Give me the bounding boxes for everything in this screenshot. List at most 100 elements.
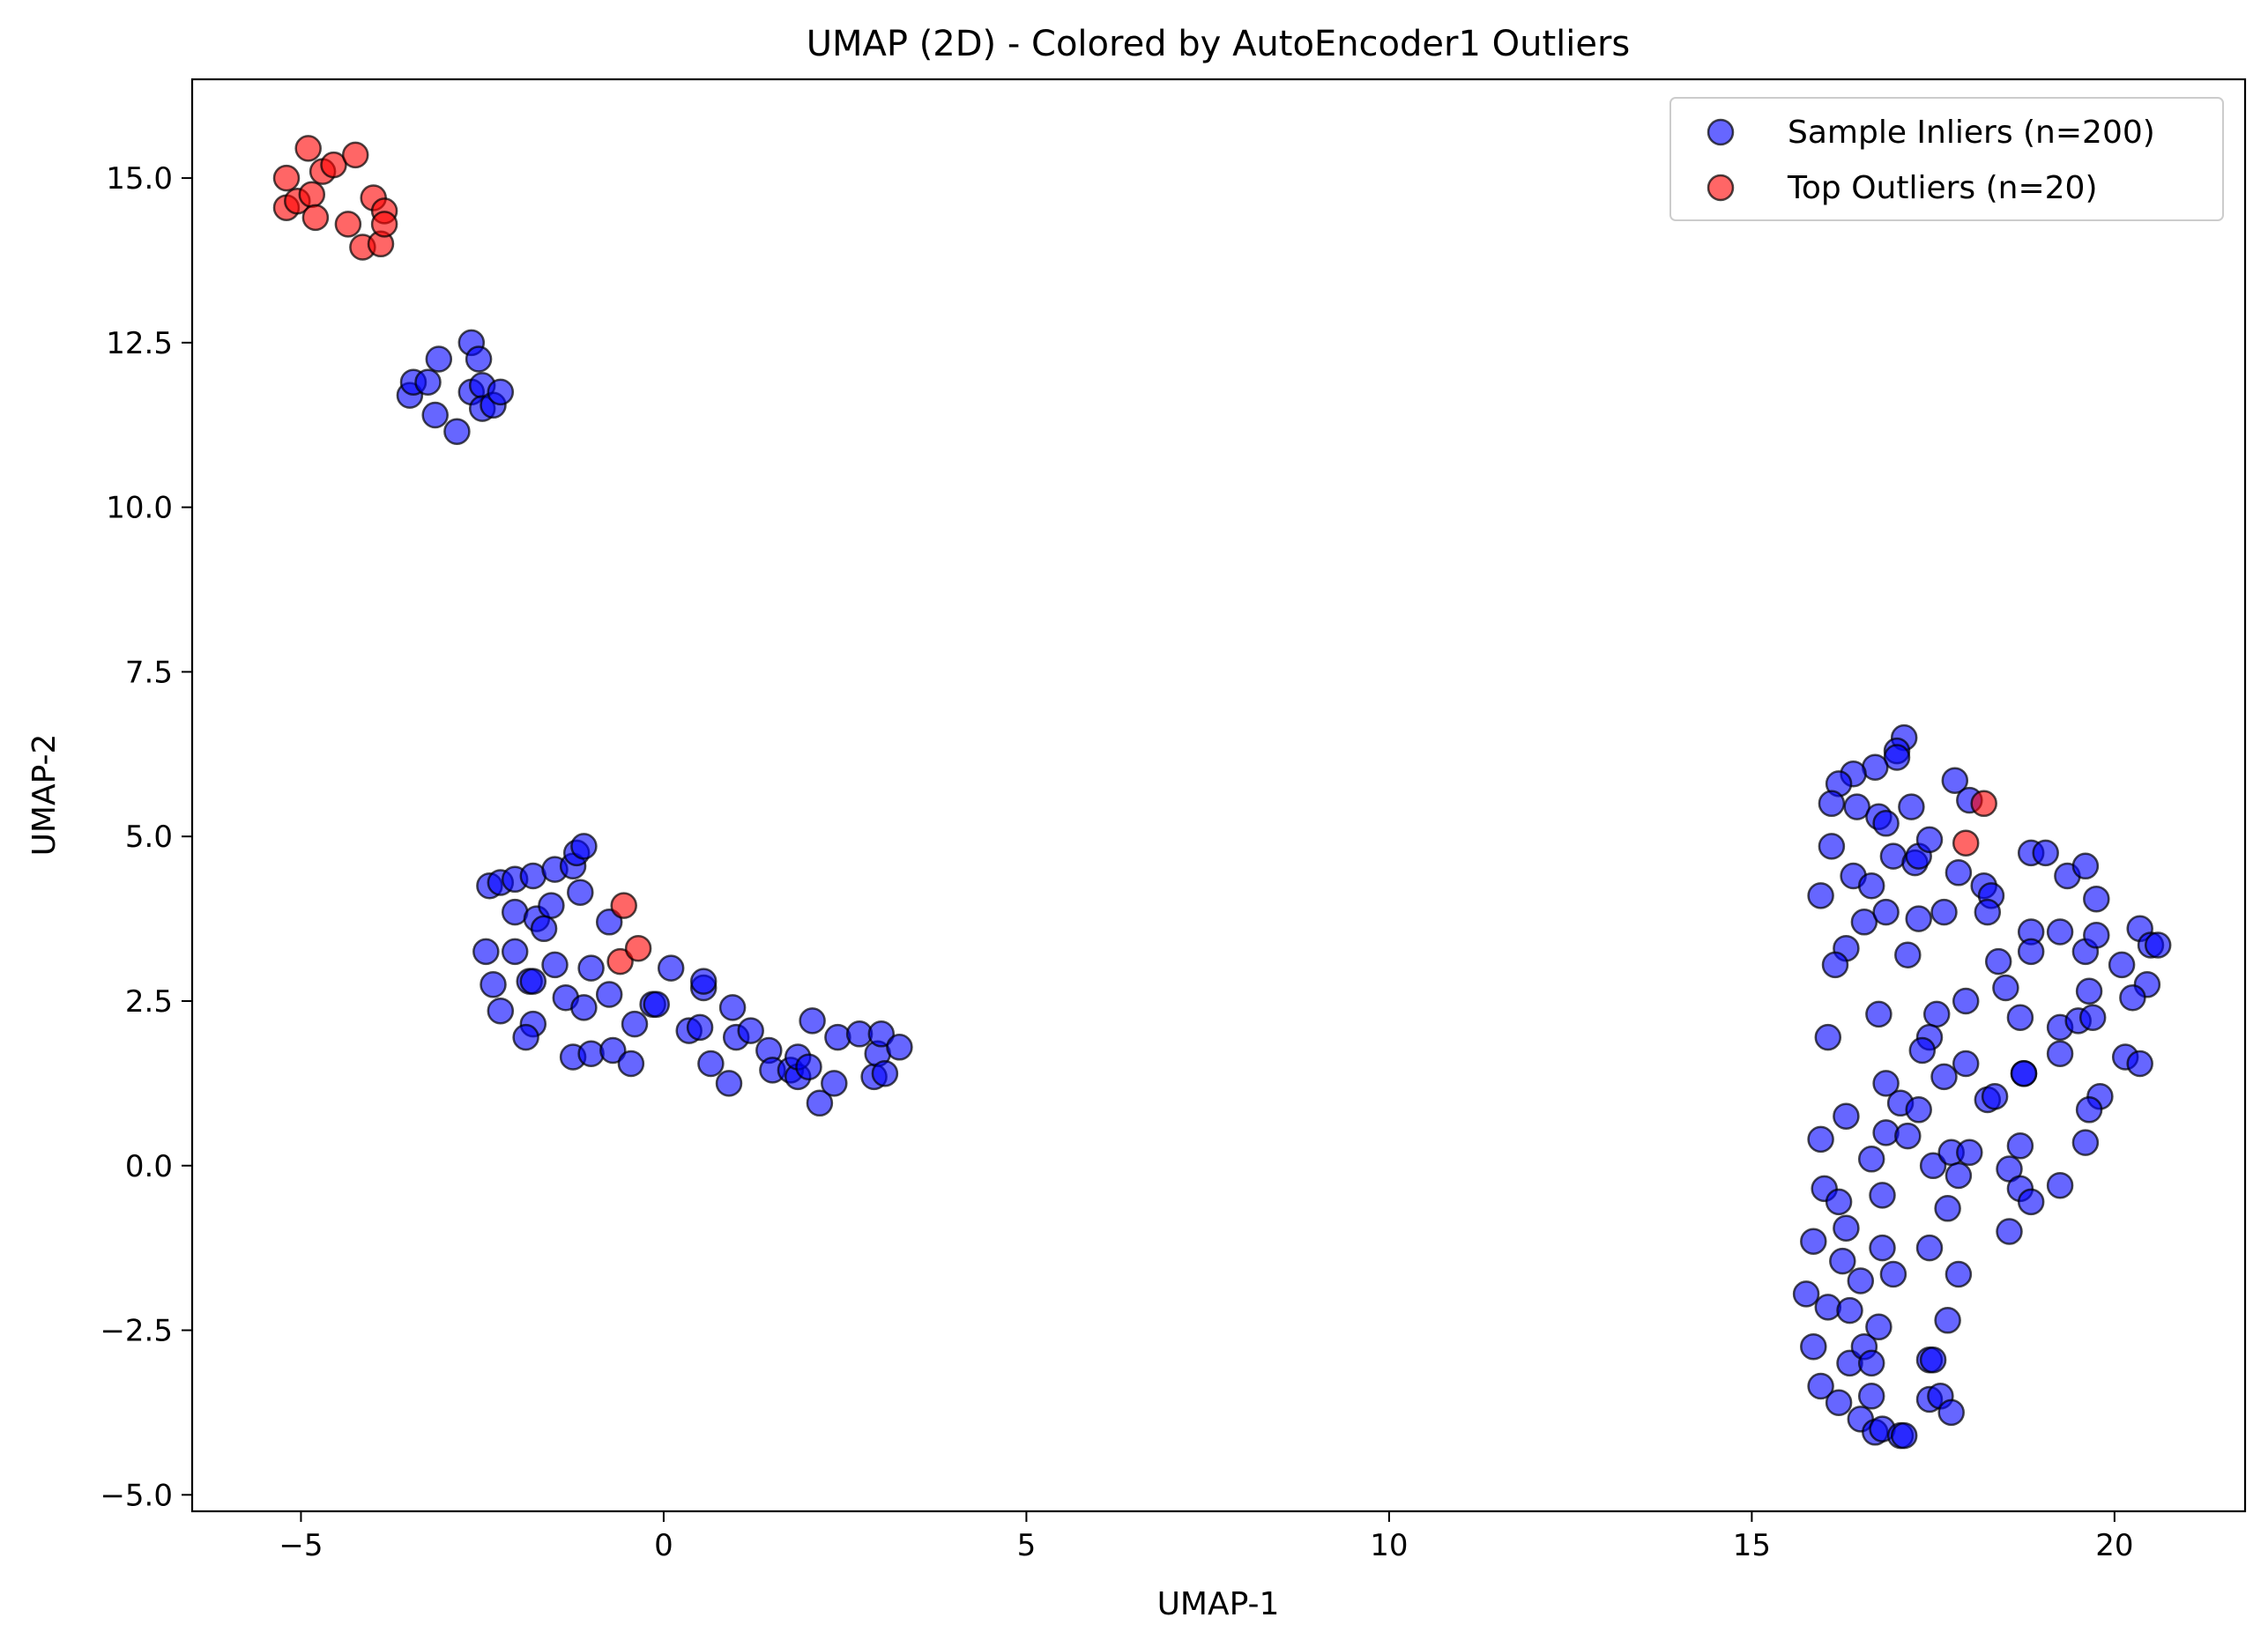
- data-point: [1883, 744, 1911, 771]
- data-point: [541, 951, 569, 979]
- data-point: [421, 401, 449, 429]
- y-tick-label: 7.5: [125, 655, 173, 690]
- data-point: [867, 1020, 896, 1048]
- data-point: [1814, 1023, 1842, 1051]
- data-point: [1905, 1096, 1932, 1124]
- data-point: [1872, 1119, 1900, 1146]
- data-point: [2046, 1171, 2074, 1199]
- data-point: [1945, 1161, 1973, 1190]
- data-point: [320, 151, 347, 179]
- data-point: [737, 1017, 764, 1044]
- legend-label-outliers: Top Outliers (n=20): [1787, 170, 2098, 206]
- y-tick-label: 5.0: [125, 820, 173, 855]
- data-point: [1922, 1000, 1951, 1028]
- data-point: [1807, 1125, 1834, 1154]
- y-tick-label: 10.0: [106, 491, 173, 526]
- data-point: [624, 934, 652, 962]
- data-point: [1850, 909, 1878, 936]
- legend-label-inliers: Sample Inliers (n=200): [1788, 115, 2155, 151]
- data-point: [1945, 859, 1973, 887]
- data-point: [1915, 826, 1944, 854]
- data-point: [1894, 941, 1922, 968]
- data-point: [2083, 922, 2110, 949]
- plot-area-frame: [190, 78, 2247, 1513]
- data-point: [1952, 1050, 1980, 1078]
- data-point: [643, 990, 670, 1018]
- data-point: [1941, 767, 1969, 794]
- data-point: [2032, 839, 2059, 867]
- data-point: [1970, 790, 1997, 818]
- data-point: [2017, 1188, 2045, 1216]
- data-point: [577, 954, 605, 982]
- x-axis-label: UMAP-1: [1157, 1586, 1280, 1622]
- data-point: [806, 1089, 834, 1117]
- data-point: [2078, 1004, 2107, 1031]
- data-point: [1800, 1228, 1827, 1255]
- data-point: [1992, 974, 2019, 1002]
- data-point: [487, 997, 515, 1025]
- data-point: [334, 211, 362, 238]
- data-point: [799, 1007, 826, 1035]
- data-point: [1825, 1389, 1853, 1416]
- data-point: [2006, 1004, 2034, 1031]
- data-point: [1857, 1349, 1885, 1377]
- data-point: [465, 345, 493, 373]
- data-point: [519, 968, 547, 995]
- data-point: [1872, 1070, 1900, 1097]
- y-tick-label: −2.5: [100, 1314, 173, 1349]
- data-point: [1945, 1260, 1973, 1288]
- data-point: [657, 954, 685, 982]
- markers-layer: [272, 135, 2172, 1450]
- data-point: [1792, 1280, 1820, 1308]
- legend-marker-inliers: [1707, 118, 1735, 146]
- data-point: [595, 981, 623, 1008]
- data-point: [1857, 1146, 1885, 1173]
- data-point: [538, 892, 565, 919]
- data-point: [1836, 1296, 1863, 1324]
- data-point: [610, 892, 637, 919]
- data-point: [1869, 1234, 1896, 1262]
- data-point: [567, 879, 594, 906]
- data-point: [512, 1023, 539, 1051]
- data-point: [2083, 885, 2110, 913]
- data-point: [1919, 1152, 1947, 1180]
- data-point: [1833, 1102, 1860, 1130]
- data-point: [1952, 829, 1980, 857]
- data-point: [1934, 1195, 1961, 1222]
- x-tick-label: 10: [1370, 1528, 1408, 1563]
- data-point: [886, 1034, 913, 1061]
- data-point: [2119, 983, 2146, 1012]
- data-point: [2071, 1129, 2100, 1156]
- x-tick-label: 0: [654, 1528, 673, 1563]
- data-point: [425, 345, 453, 373]
- data-point: [1890, 1421, 1918, 1450]
- data-point: [2006, 1132, 2034, 1160]
- data-point: [1919, 1346, 1947, 1374]
- data-point: [472, 938, 500, 966]
- data-point: [341, 141, 369, 169]
- data-point: [697, 1050, 725, 1078]
- data-point: [2046, 1040, 2074, 1067]
- legend-marker-outliers: [1707, 174, 1735, 202]
- data-point: [1937, 1398, 1965, 1427]
- data-point: [301, 204, 330, 232]
- data-point: [1879, 1260, 1907, 1288]
- data-point: [1872, 898, 1900, 926]
- data-point: [617, 1050, 645, 1078]
- data-point: [2017, 938, 2045, 966]
- data-point: [414, 368, 442, 396]
- data-point: [1996, 1218, 2023, 1245]
- data-point: [689, 968, 718, 995]
- data-point: [1818, 790, 1846, 818]
- data-point: [577, 1040, 605, 1067]
- data-point: [1829, 1247, 1856, 1275]
- data-point: [370, 211, 398, 238]
- data-point: [501, 938, 529, 966]
- data-point: [1915, 1234, 1944, 1262]
- legend-frame: [1669, 97, 2224, 221]
- x-tick-label: 20: [2095, 1528, 2133, 1563]
- data-point: [1894, 1122, 1922, 1150]
- data-point: [1857, 872, 1885, 900]
- data-point: [824, 1023, 851, 1051]
